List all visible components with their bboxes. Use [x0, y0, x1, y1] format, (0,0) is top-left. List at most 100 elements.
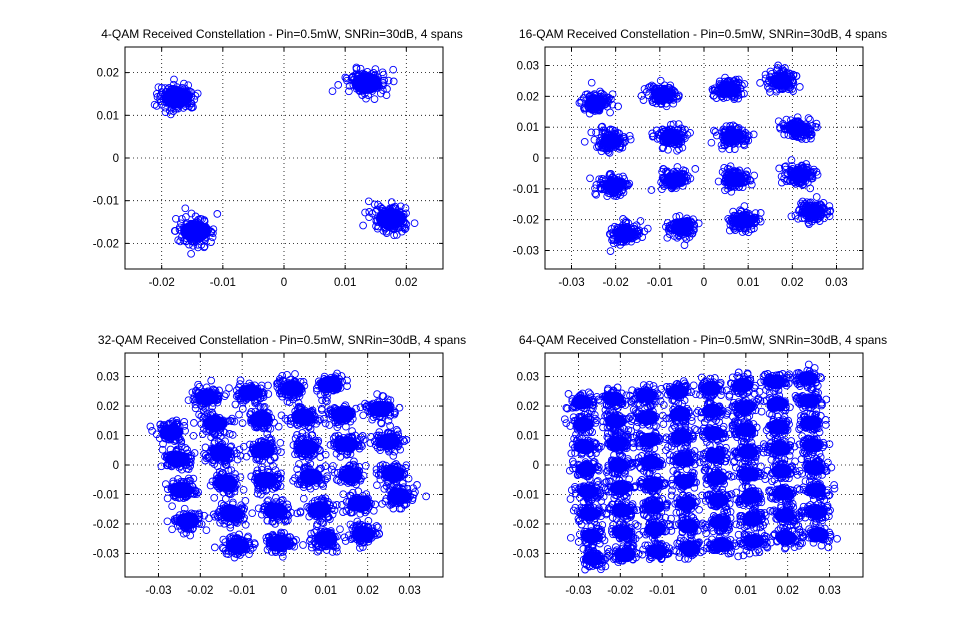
y-tick-label: -0.02 [513, 215, 539, 227]
data-point [373, 205, 381, 214]
data-point [400, 223, 408, 232]
x-tick-label: 0.02 [781, 277, 803, 289]
data-point [638, 233, 647, 241]
data-point [368, 209, 377, 218]
data-point [348, 410, 356, 419]
data-point [250, 396, 259, 404]
data-point [173, 103, 182, 111]
data-point [384, 76, 393, 85]
data-point [219, 420, 228, 429]
data-point [352, 63, 361, 72]
y-tick-label: 0 [533, 153, 539, 165]
data-point [725, 145, 734, 154]
data-point [390, 225, 398, 234]
data-point [348, 76, 356, 84]
data-point [347, 409, 356, 417]
data-point [274, 378, 283, 387]
data-point [616, 139, 624, 148]
data-point [595, 142, 603, 151]
data-point [798, 197, 807, 206]
data-point [159, 440, 167, 448]
data-point [343, 376, 351, 385]
data-point [740, 202, 749, 210]
data-point [680, 228, 688, 236]
data-point [686, 221, 695, 230]
data-point [789, 76, 797, 85]
data-point [694, 219, 703, 228]
data-point [672, 184, 680, 192]
data-point [248, 389, 257, 398]
data-point [777, 84, 785, 93]
data-point [676, 229, 685, 237]
data-point [606, 125, 615, 134]
data-point [711, 128, 720, 136]
data-point [752, 217, 761, 226]
data-point [686, 128, 694, 137]
data-point [648, 132, 657, 141]
data-point [587, 78, 596, 87]
data-point [216, 419, 225, 428]
data-point [825, 202, 834, 210]
data-point [220, 392, 229, 401]
data-point [666, 120, 675, 129]
data-point [191, 404, 200, 413]
data-point [725, 170, 734, 179]
data-point [738, 135, 747, 143]
data-point [323, 397, 331, 406]
data-point [333, 423, 342, 432]
data-point [146, 422, 155, 431]
data-point [731, 86, 739, 95]
data-point [603, 96, 611, 105]
data-point [598, 122, 607, 131]
data-point [250, 419, 259, 428]
data-point [663, 233, 672, 242]
data-point [808, 169, 817, 177]
data-point [598, 176, 607, 185]
data-point [259, 393, 268, 401]
data-point [771, 74, 779, 83]
plot-area: -0.03 -0.02 -0.01 0 0.01 0.02 0.03-0.03-0.02-0… [513, 46, 864, 289]
data-point [658, 144, 667, 153]
data-point [156, 95, 164, 103]
data-point [608, 100, 617, 109]
data-point [262, 422, 271, 430]
data-point [170, 75, 178, 84]
data-point [780, 163, 789, 171]
data-point [790, 122, 799, 131]
data-point [378, 68, 387, 77]
data-point [731, 92, 740, 101]
data-point [745, 175, 754, 184]
data-point [805, 220, 813, 228]
data-point [172, 214, 180, 223]
data-point [656, 76, 665, 85]
data-point [742, 211, 750, 220]
data-point [320, 415, 328, 423]
data-point [284, 386, 293, 394]
data-point [614, 102, 622, 111]
x-tick-label: 0 [281, 277, 287, 289]
data-point [682, 235, 691, 243]
x-tick-label: -0.03 [558, 277, 584, 289]
data-point [825, 207, 834, 216]
scatter-series [150, 63, 419, 258]
data-point [401, 218, 409, 227]
data-point [733, 167, 741, 176]
data-point [247, 418, 256, 427]
plot-area: -0.03 -0.02 -0.01 0 0.01 0.02 0.03-0.03-0.02-0… [93, 352, 444, 597]
data-point [607, 95, 615, 104]
data-point [199, 395, 208, 403]
data-point [379, 219, 388, 228]
data-point [199, 387, 208, 396]
data-point [235, 410, 243, 419]
data-point [626, 135, 635, 144]
data-point [671, 134, 680, 143]
data-point [364, 197, 373, 206]
data-point [364, 91, 373, 99]
data-point [158, 100, 166, 109]
data-point [295, 392, 304, 401]
data-point [742, 134, 750, 143]
data-point [180, 417, 189, 426]
data-point [381, 212, 389, 220]
data-point [655, 134, 664, 143]
